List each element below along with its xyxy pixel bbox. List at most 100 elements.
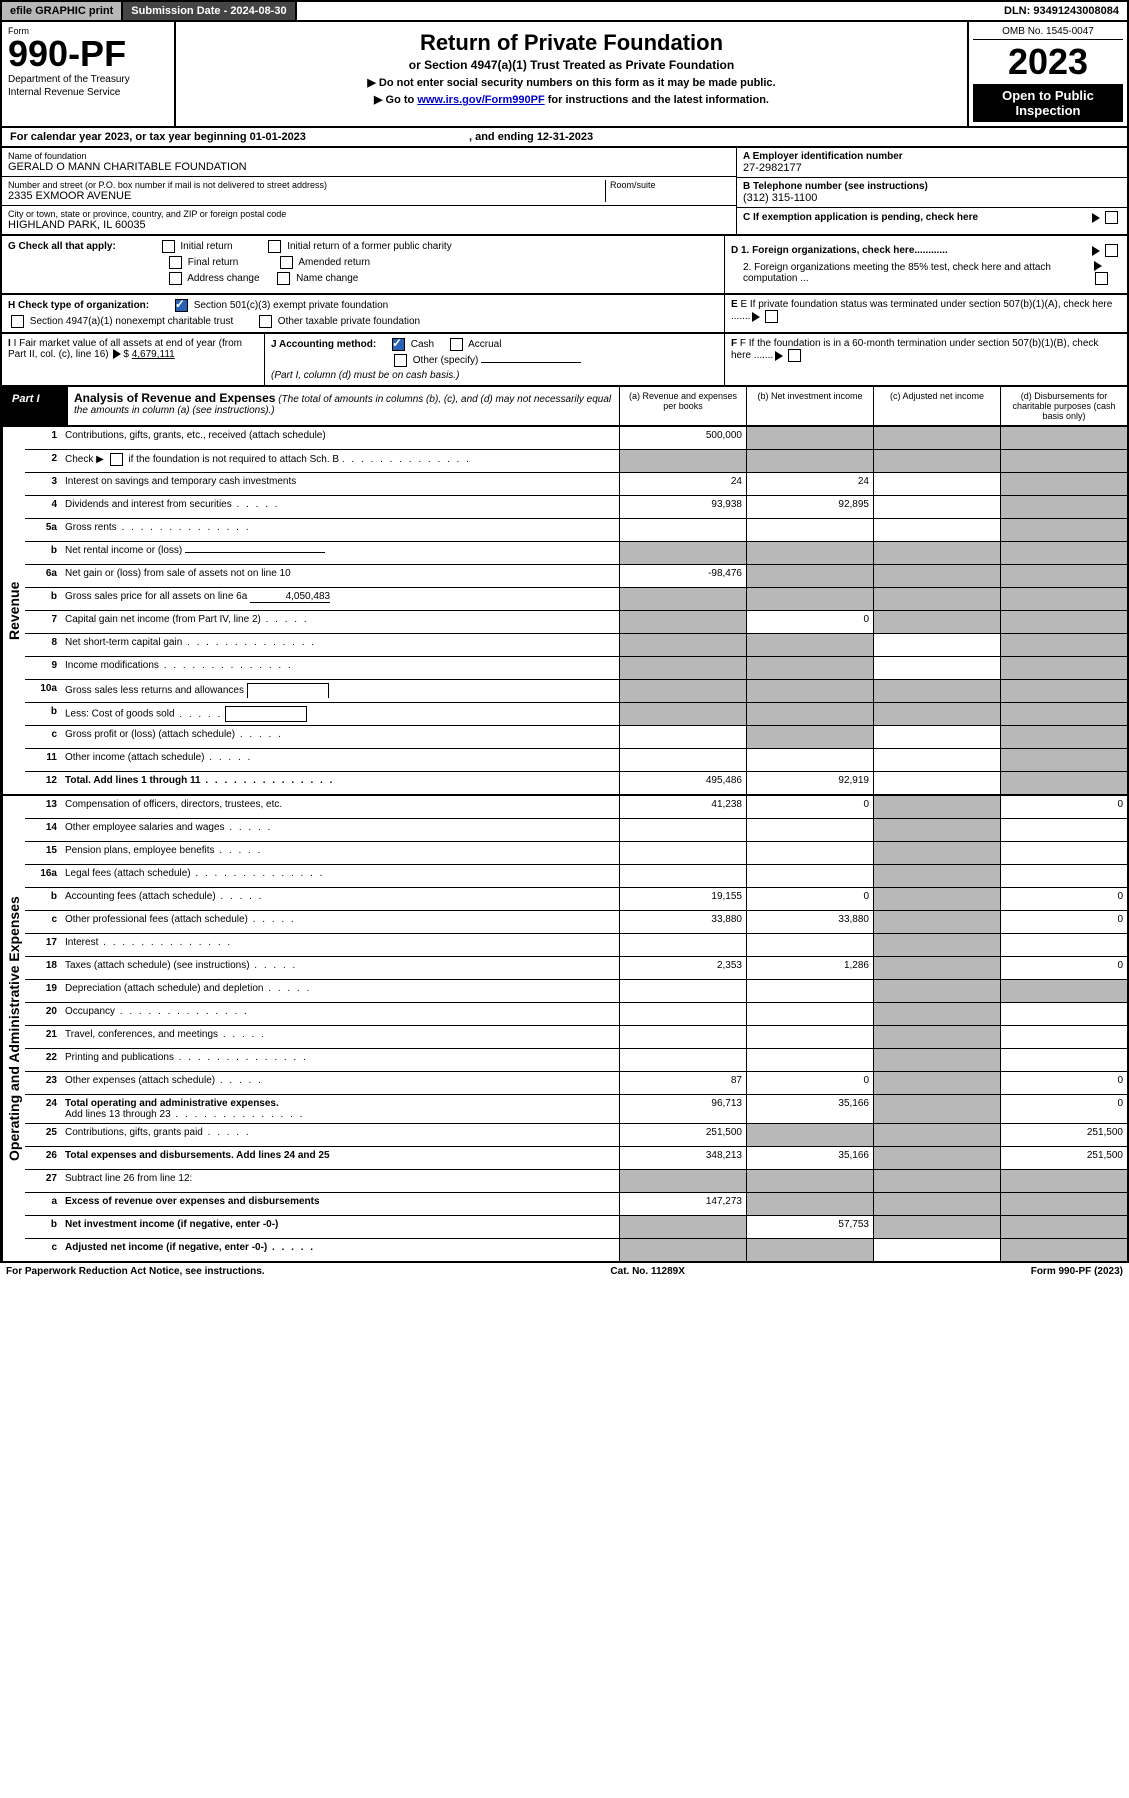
ein-label: A Employer identification number — [743, 151, 1121, 162]
phone-cell: B Telephone number (see instructions) (3… — [737, 178, 1127, 208]
form-subtitle: or Section 4947(a)(1) Trust Treated as P… — [182, 58, 961, 72]
submission-date: Submission Date - 2024-08-30 — [123, 2, 296, 20]
part1-label: Part I — [2, 387, 68, 425]
g-final-checkbox[interactable] — [169, 256, 182, 269]
info-right: A Employer identification number 27-2982… — [736, 148, 1127, 234]
table-row: 13Compensation of officers, directors, t… — [25, 796, 1127, 819]
form-header: Form 990-PF Department of the Treasury I… — [0, 22, 1129, 128]
c-cell: C If exemption application is pending, c… — [737, 208, 1127, 227]
table-row: cGross profit or (loss) (attach schedule… — [25, 726, 1127, 749]
ein-cell: A Employer identification number 27-2982… — [737, 148, 1127, 178]
form-number: 990-PF — [8, 36, 168, 72]
g-amended: Amended return — [298, 257, 370, 268]
table-row: 5aGross rents — [25, 519, 1127, 542]
table-row: bAccounting fees (attach schedule)19,155… — [25, 888, 1127, 911]
h-4947: Section 4947(a)(1) nonexempt charitable … — [30, 316, 233, 327]
part1-title: Analysis of Revenue and Expenses — [74, 391, 275, 405]
g-addr-checkbox[interactable] — [169, 272, 182, 285]
city-label: City or town, state or province, country… — [8, 209, 730, 219]
arrow-icon — [113, 349, 121, 359]
col-a-header: (a) Revenue and expenses per books — [619, 387, 746, 425]
g-addr: Address change — [187, 273, 259, 284]
form-link[interactable]: www.irs.gov/Form990PF — [417, 94, 544, 106]
h-e-row: H Check type of organization: Section 50… — [0, 295, 1129, 334]
f-checkbox[interactable] — [788, 349, 801, 362]
cal-end: , and ending 12-31-2023 — [469, 131, 593, 143]
j-label: J Accounting method: — [271, 339, 376, 350]
schb-checkbox[interactable] — [110, 453, 123, 466]
h-other: Other taxable private foundation — [278, 316, 420, 327]
table-row: 22Printing and publications — [25, 1049, 1127, 1072]
part1-text: Analysis of Revenue and Expenses (The to… — [68, 387, 619, 425]
revenue-table: Revenue 1Contributions, gifts, grants, e… — [0, 427, 1129, 796]
g-initial-public-checkbox[interactable] — [268, 240, 281, 253]
table-row: 23Other expenses (attach schedule)8700 — [25, 1072, 1127, 1095]
table-row: aExcess of revenue over expenses and dis… — [25, 1193, 1127, 1216]
g-initial-checkbox[interactable] — [162, 240, 175, 253]
city-cell: City or town, state or province, country… — [2, 206, 736, 234]
h-section: H Check type of organization: Section 50… — [2, 295, 724, 332]
j-accrual-checkbox[interactable] — [450, 338, 463, 351]
phone-label: B Telephone number (see instructions) — [743, 181, 1121, 192]
paperwork-notice: For Paperwork Reduction Act Notice, see … — [6, 1266, 265, 1277]
header-center: Return of Private Foundation or Section … — [176, 22, 967, 126]
d2-checkbox[interactable] — [1095, 272, 1108, 285]
info-left: Name of foundation GERALD O MANN CHARITA… — [2, 148, 736, 234]
name-cell: Name of foundation GERALD O MANN CHARITA… — [2, 148, 736, 177]
table-row: bLess: Cost of goods sold — [25, 703, 1127, 726]
omb: OMB No. 1545-0047 — [973, 26, 1123, 40]
header-left: Form 990-PF Department of the Treasury I… — [2, 22, 176, 126]
d1-checkbox[interactable] — [1105, 244, 1118, 257]
g-name: Name change — [296, 273, 358, 284]
j-other: Other (specify) — [413, 355, 479, 366]
form-ref: Form 990-PF (2023) — [1031, 1266, 1123, 1277]
table-row: 19Depreciation (attach schedule) and dep… — [25, 980, 1127, 1003]
i-section: I I Fair market value of all assets at e… — [2, 334, 265, 385]
j-cash: Cash — [411, 339, 434, 350]
table-row: bNet investment income (if negative, ent… — [25, 1216, 1127, 1239]
table-row: 25Contributions, gifts, grants paid251,5… — [25, 1124, 1127, 1147]
table-row: 6aNet gain or (loss) from sale of assets… — [25, 565, 1127, 588]
g-amended-checkbox[interactable] — [280, 256, 293, 269]
table-row: 1Contributions, gifts, grants, etc., rec… — [25, 427, 1127, 450]
part1-cols: (a) Revenue and expenses per books (b) N… — [619, 387, 1127, 425]
room-label: Room/suite — [610, 180, 730, 190]
table-row: 14Other employee salaries and wages — [25, 819, 1127, 842]
arrow-icon — [1092, 246, 1100, 256]
foundation-name: GERALD O MANN CHARITABLE FOUNDATION — [8, 161, 730, 173]
h-4947-checkbox[interactable] — [11, 315, 24, 328]
h-other-checkbox[interactable] — [259, 315, 272, 328]
g-name-checkbox[interactable] — [277, 272, 290, 285]
j-other-checkbox[interactable] — [394, 354, 407, 367]
note-ssn: ▶ Do not enter social security numbers o… — [182, 76, 961, 89]
table-row: 2Check ▶ if the foundation is not requir… — [25, 450, 1127, 473]
d-section: D 1. Foreign organizations, check here..… — [724, 236, 1127, 293]
city-value: HIGHLAND PARK, IL 60035 — [8, 219, 730, 231]
spacer — [297, 2, 996, 20]
j-cash-checkbox[interactable] — [392, 338, 405, 351]
table-row: 4Dividends and interest from securities9… — [25, 496, 1127, 519]
h-501-checkbox[interactable] — [175, 299, 188, 312]
table-row: 3Interest on savings and temporary cash … — [25, 473, 1127, 496]
expenses-body: 13Compensation of officers, directors, t… — [25, 796, 1127, 1261]
goto-prefix: ▶ Go to — [374, 94, 417, 106]
d1-label: D 1. Foreign organizations, check here..… — [731, 245, 948, 256]
info-row: Name of foundation GERALD O MANN CHARITA… — [0, 148, 1129, 236]
e-checkbox[interactable] — [765, 310, 778, 323]
c-checkbox[interactable] — [1105, 211, 1118, 224]
table-row: 8Net short-term capital gain — [25, 634, 1127, 657]
g-initial: Initial return — [180, 241, 232, 252]
table-row: bGross sales price for all assets on lin… — [25, 588, 1127, 611]
table-row: bNet rental income or (loss) — [25, 542, 1127, 565]
g-initial-public: Initial return of a former public charit… — [287, 241, 452, 252]
expenses-table: Operating and Administrative Expenses 13… — [0, 796, 1129, 1263]
name-label: Name of foundation — [8, 151, 730, 161]
g-section: G Check all that apply: Initial return I… — [2, 236, 724, 293]
cal-begin: For calendar year 2023, or tax year begi… — [10, 131, 306, 143]
j-section: J Accounting method: Cash Accrual Other … — [265, 334, 724, 385]
efile-label[interactable]: efile GRAPHIC print — [2, 2, 123, 20]
irs: Internal Revenue Service — [8, 87, 168, 98]
arrow-icon — [1094, 261, 1102, 271]
table-row: 16aLegal fees (attach schedule) — [25, 865, 1127, 888]
revenue-sidelabel: Revenue — [2, 427, 25, 794]
